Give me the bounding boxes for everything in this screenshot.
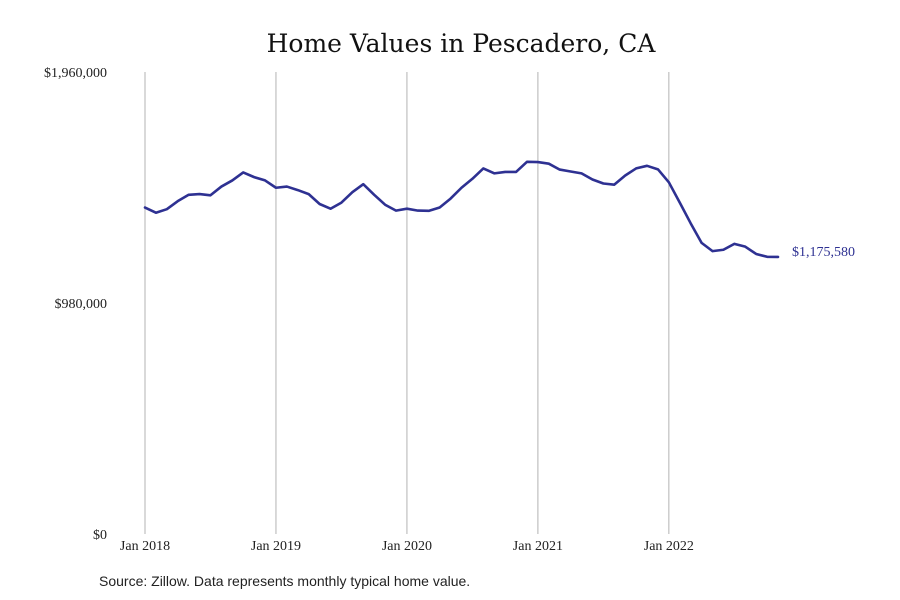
x-tick-label: Jan 2021 (513, 539, 563, 554)
x-axis-ticks: Jan 2018 Jan 2019 Jan 2020 Jan 2021 Jan 2022 (120, 539, 694, 554)
y-tick-label: $1,960,000 (44, 66, 107, 81)
y-tick-label: $980,000 (55, 297, 108, 312)
y-tick-label: $0 (93, 528, 107, 543)
x-tick-label: Jan 2018 (120, 539, 170, 554)
source-note: Source: Zillow. Data represents monthly … (99, 573, 470, 589)
y-axis-ticks: $0 $980,000 $1,960,000 (44, 66, 107, 543)
series-line-home-value (143, 160, 780, 259)
chart-title: Home Values in Pescadero, CA (267, 29, 657, 58)
x-tick-label: Jan 2020 (382, 539, 432, 554)
end-value-label: $1,175,580 (792, 245, 855, 260)
x-tick-label: Jan 2019 (251, 539, 301, 554)
x-tick-label: Jan 2022 (644, 539, 694, 554)
gridlines (144, 72, 670, 534)
